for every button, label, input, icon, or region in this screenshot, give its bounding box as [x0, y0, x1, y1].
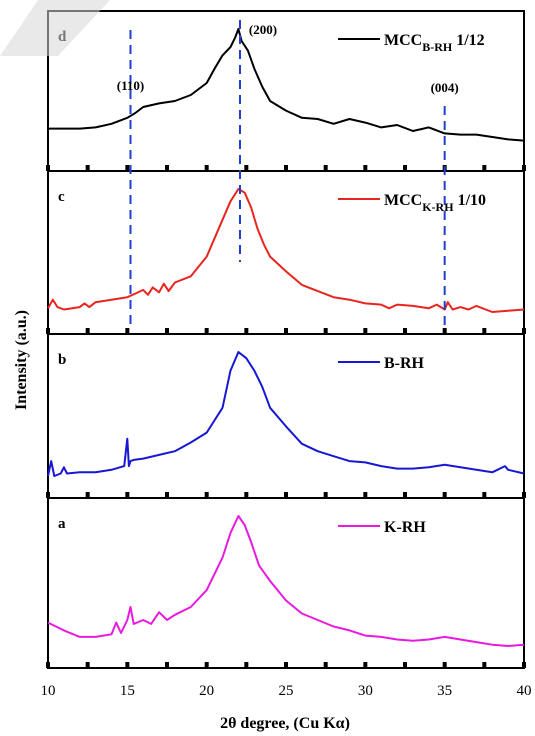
series-line-a [47, 515, 525, 647]
x-tick-label: 35 [437, 683, 452, 699]
tick-mark [125, 492, 130, 498]
tick-mark [482, 328, 487, 334]
tick-mark [165, 165, 169, 171]
tick-mark [442, 492, 447, 498]
reference-line-label: (200) [249, 22, 277, 37]
tick-mark [522, 328, 526, 334]
legend-label: MCCK-RH 1/10 [384, 192, 486, 214]
legend-label: B-RH [384, 355, 425, 372]
tick-mark [323, 662, 328, 668]
x-axis-label: 2θ degree, (Cu Kα) [220, 715, 350, 732]
tick-mark [323, 492, 328, 498]
panel-frame [47, 497, 525, 669]
tick-mark [323, 328, 328, 334]
reference-line-label: (004) [431, 80, 459, 95]
y-axis-label: Intensity (a.u.) [13, 310, 30, 410]
tick-mark [482, 492, 487, 498]
tick-mark [125, 662, 130, 668]
tick-mark [244, 165, 249, 171]
legend-label: K-RH [384, 519, 426, 536]
x-tick-label: 10 [41, 683, 56, 699]
tick-mark [522, 165, 526, 171]
panels-layer: d MCCB-RH 1/12 c MCCK-RH 1/10 b B-RH a K-RH [46, 10, 526, 669]
x-tick-label: 15 [120, 683, 135, 699]
tick-mark [46, 662, 50, 668]
tick-mark [482, 662, 487, 668]
tick-mark [204, 328, 209, 334]
panel-a: a K-RH [46, 497, 526, 669]
panel-letter: d [58, 29, 67, 45]
tick-mark [85, 165, 90, 171]
tick-mark [403, 328, 407, 334]
tick-mark [323, 165, 328, 171]
tick-mark [165, 662, 169, 668]
x-tick-label: 30 [358, 683, 373, 699]
tick-mark [46, 492, 50, 498]
tick-mark [85, 328, 90, 334]
tick-mark [403, 165, 407, 171]
reference-line-label: (110) [117, 78, 144, 93]
tick-mark [363, 492, 368, 498]
tick-mark [284, 492, 288, 498]
panel-b: b B-RH [46, 333, 526, 499]
panel-letter: b [58, 352, 66, 368]
tick-mark [522, 662, 526, 668]
tick-mark [165, 492, 169, 498]
tick-mark [46, 328, 50, 334]
legend-label: MCCB-RH 1/12 [384, 32, 485, 54]
tick-mark [442, 328, 447, 334]
panel-c: c MCCK-RH 1/10 [46, 170, 526, 335]
tick-mark [46, 165, 50, 171]
tick-mark [204, 492, 209, 498]
series-line-d [48, 28, 525, 142]
panel-frame [47, 333, 525, 499]
tick-mark [125, 165, 130, 171]
tick-mark [85, 662, 90, 668]
panel-letter: c [58, 189, 65, 205]
reference-lines-layer: (110) (200) (004) [117, 20, 459, 325]
tick-mark [85, 492, 90, 498]
x-tick-label: 20 [199, 683, 214, 699]
tick-mark [284, 662, 288, 668]
tick-mark [244, 492, 249, 498]
tick-mark [284, 328, 288, 334]
tick-mark [363, 328, 368, 334]
tick-mark [125, 328, 130, 334]
tick-mark [284, 165, 288, 171]
x-tick-label: 25 [279, 683, 294, 699]
tick-mark [244, 662, 249, 668]
tick-mark [244, 328, 249, 334]
tick-mark [165, 328, 169, 334]
tick-mark [442, 662, 447, 668]
panel-letter: a [58, 516, 66, 532]
series-line-c [47, 188, 525, 313]
tick-mark [204, 662, 209, 668]
x-tick-label: 40 [517, 683, 532, 699]
tick-mark [204, 165, 209, 171]
tick-mark [363, 662, 368, 668]
x-axis: 10 15 20 25 30 35 40 [41, 683, 532, 699]
tick-mark [522, 492, 526, 498]
tick-mark [482, 165, 487, 171]
tick-mark [363, 165, 368, 171]
series-line-b [47, 351, 525, 477]
tick-mark [403, 662, 407, 668]
tick-mark [403, 492, 407, 498]
